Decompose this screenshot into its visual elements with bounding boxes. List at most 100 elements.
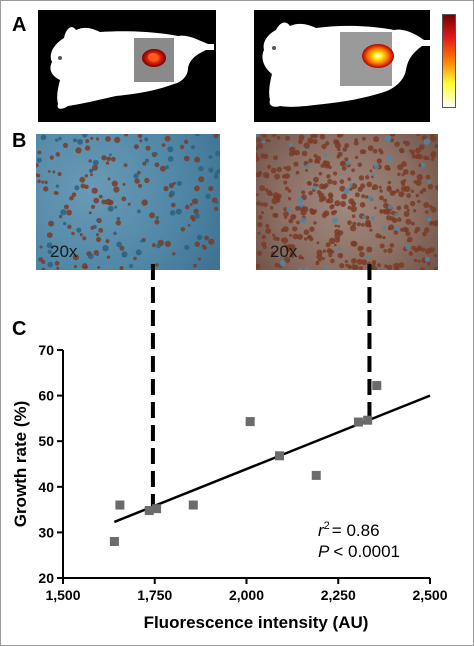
stained-nucleus xyxy=(204,235,210,241)
stained-nucleus xyxy=(298,254,303,260)
stained-nucleus xyxy=(384,264,388,268)
stained-nucleus xyxy=(127,202,131,206)
x-tick-label: 1,500 xyxy=(45,587,80,603)
y-tick-label: 40 xyxy=(38,479,54,495)
stained-nucleus xyxy=(77,138,83,145)
stained-nucleus xyxy=(259,185,266,192)
stained-nucleus xyxy=(411,154,416,159)
stained-nucleus xyxy=(333,209,337,214)
stained-nucleus xyxy=(284,186,289,191)
stained-nucleus xyxy=(307,235,311,240)
stained-nucleus xyxy=(415,179,422,186)
mouse-image-right xyxy=(254,10,430,122)
stained-nucleus xyxy=(396,205,402,211)
stained-nucleus xyxy=(92,224,97,229)
stained-nucleus xyxy=(36,173,39,177)
stained-nucleus xyxy=(318,183,325,190)
stained-nucleus xyxy=(379,150,384,155)
stained-nucleus xyxy=(327,178,333,185)
stained-nucleus xyxy=(198,176,205,183)
stained-nucleus xyxy=(269,192,273,197)
stained-nucleus xyxy=(257,250,262,256)
stained-nucleus xyxy=(321,143,327,150)
stained-nucleus xyxy=(285,135,290,141)
stained-nucleus xyxy=(395,227,400,232)
stained-nucleus xyxy=(328,237,336,244)
stained-nucleus xyxy=(102,245,109,252)
stained-nucleus xyxy=(379,195,384,201)
stained-nucleus xyxy=(280,238,285,242)
stained-nucleus xyxy=(429,247,435,253)
stained-nucleus xyxy=(308,158,313,163)
stained-nucleus xyxy=(137,183,143,188)
stained-nucleus xyxy=(387,185,392,190)
stained-nucleus xyxy=(413,209,417,213)
stained-nucleus xyxy=(416,134,421,137)
data-point xyxy=(363,415,373,425)
stained-nucleus xyxy=(272,233,275,237)
stained-nucleus xyxy=(75,147,82,154)
stained-nucleus xyxy=(82,134,88,138)
stained-nucleus xyxy=(292,233,299,240)
stained-nucleus xyxy=(420,162,426,168)
stained-nucleus xyxy=(167,146,174,153)
stained-nucleus xyxy=(305,164,310,169)
stained-nucleus xyxy=(144,137,149,142)
stained-nucleus xyxy=(292,150,297,155)
stained-nucleus xyxy=(367,145,374,152)
stained-nucleus xyxy=(270,251,276,256)
stained-nucleus xyxy=(153,151,158,157)
stained-nucleus xyxy=(262,140,266,144)
stained-nucleus xyxy=(106,156,112,162)
stained-nucleus xyxy=(401,173,405,177)
stained-nucleus xyxy=(54,260,60,266)
stained-nucleus xyxy=(260,153,266,159)
stained-nucleus xyxy=(160,165,166,172)
stained-nucleus xyxy=(66,209,72,216)
stained-nucleus xyxy=(366,181,373,188)
stained-nucleus xyxy=(347,220,352,226)
stained-nucleus xyxy=(39,245,43,249)
stained-nucleus xyxy=(41,180,45,184)
stained-nucleus xyxy=(274,262,280,268)
stained-nucleus xyxy=(361,194,366,199)
stained-nucleus xyxy=(73,264,78,269)
stained-nucleus xyxy=(105,239,110,244)
stained-nucleus xyxy=(379,209,383,212)
stained-nucleus xyxy=(48,220,55,227)
stained-nucleus xyxy=(276,193,282,199)
stained-nucleus xyxy=(263,202,268,207)
stained-nucleus xyxy=(361,136,366,141)
stained-nucleus xyxy=(290,214,296,220)
stained-nucleus xyxy=(265,228,272,234)
stained-nucleus xyxy=(194,241,200,247)
stained-nucleus xyxy=(285,165,292,172)
stained-nucleus xyxy=(327,248,333,254)
stained-nucleus xyxy=(115,220,122,226)
stained-nucleus xyxy=(116,216,121,221)
stained-nucleus xyxy=(431,151,436,156)
stained-nucleus xyxy=(299,204,304,208)
stained-nucleus xyxy=(298,134,305,141)
p-value: < 0.0001 xyxy=(333,542,400,561)
data-point xyxy=(311,470,321,480)
stained-nucleus xyxy=(295,170,300,175)
stained-nucleus xyxy=(340,201,347,207)
stained-nucleus xyxy=(302,147,306,151)
stained-nucleus xyxy=(298,267,302,270)
stained-nucleus xyxy=(63,204,69,210)
stained-nucleus xyxy=(430,135,437,142)
stained-nucleus xyxy=(84,184,89,189)
stained-nucleus xyxy=(375,233,381,239)
stained-nucleus xyxy=(347,264,351,268)
stained-nucleus xyxy=(402,226,408,233)
stained-nucleus xyxy=(168,182,175,189)
stained-nucleus xyxy=(423,155,428,160)
stained-nucleus xyxy=(121,196,127,202)
stained-nucleus xyxy=(310,134,315,139)
stained-nucleus xyxy=(80,183,86,189)
stained-nucleus xyxy=(256,263,261,270)
stained-nucleus xyxy=(256,155,260,162)
y-tick-label: 30 xyxy=(38,524,54,540)
stained-nucleus xyxy=(101,155,107,161)
